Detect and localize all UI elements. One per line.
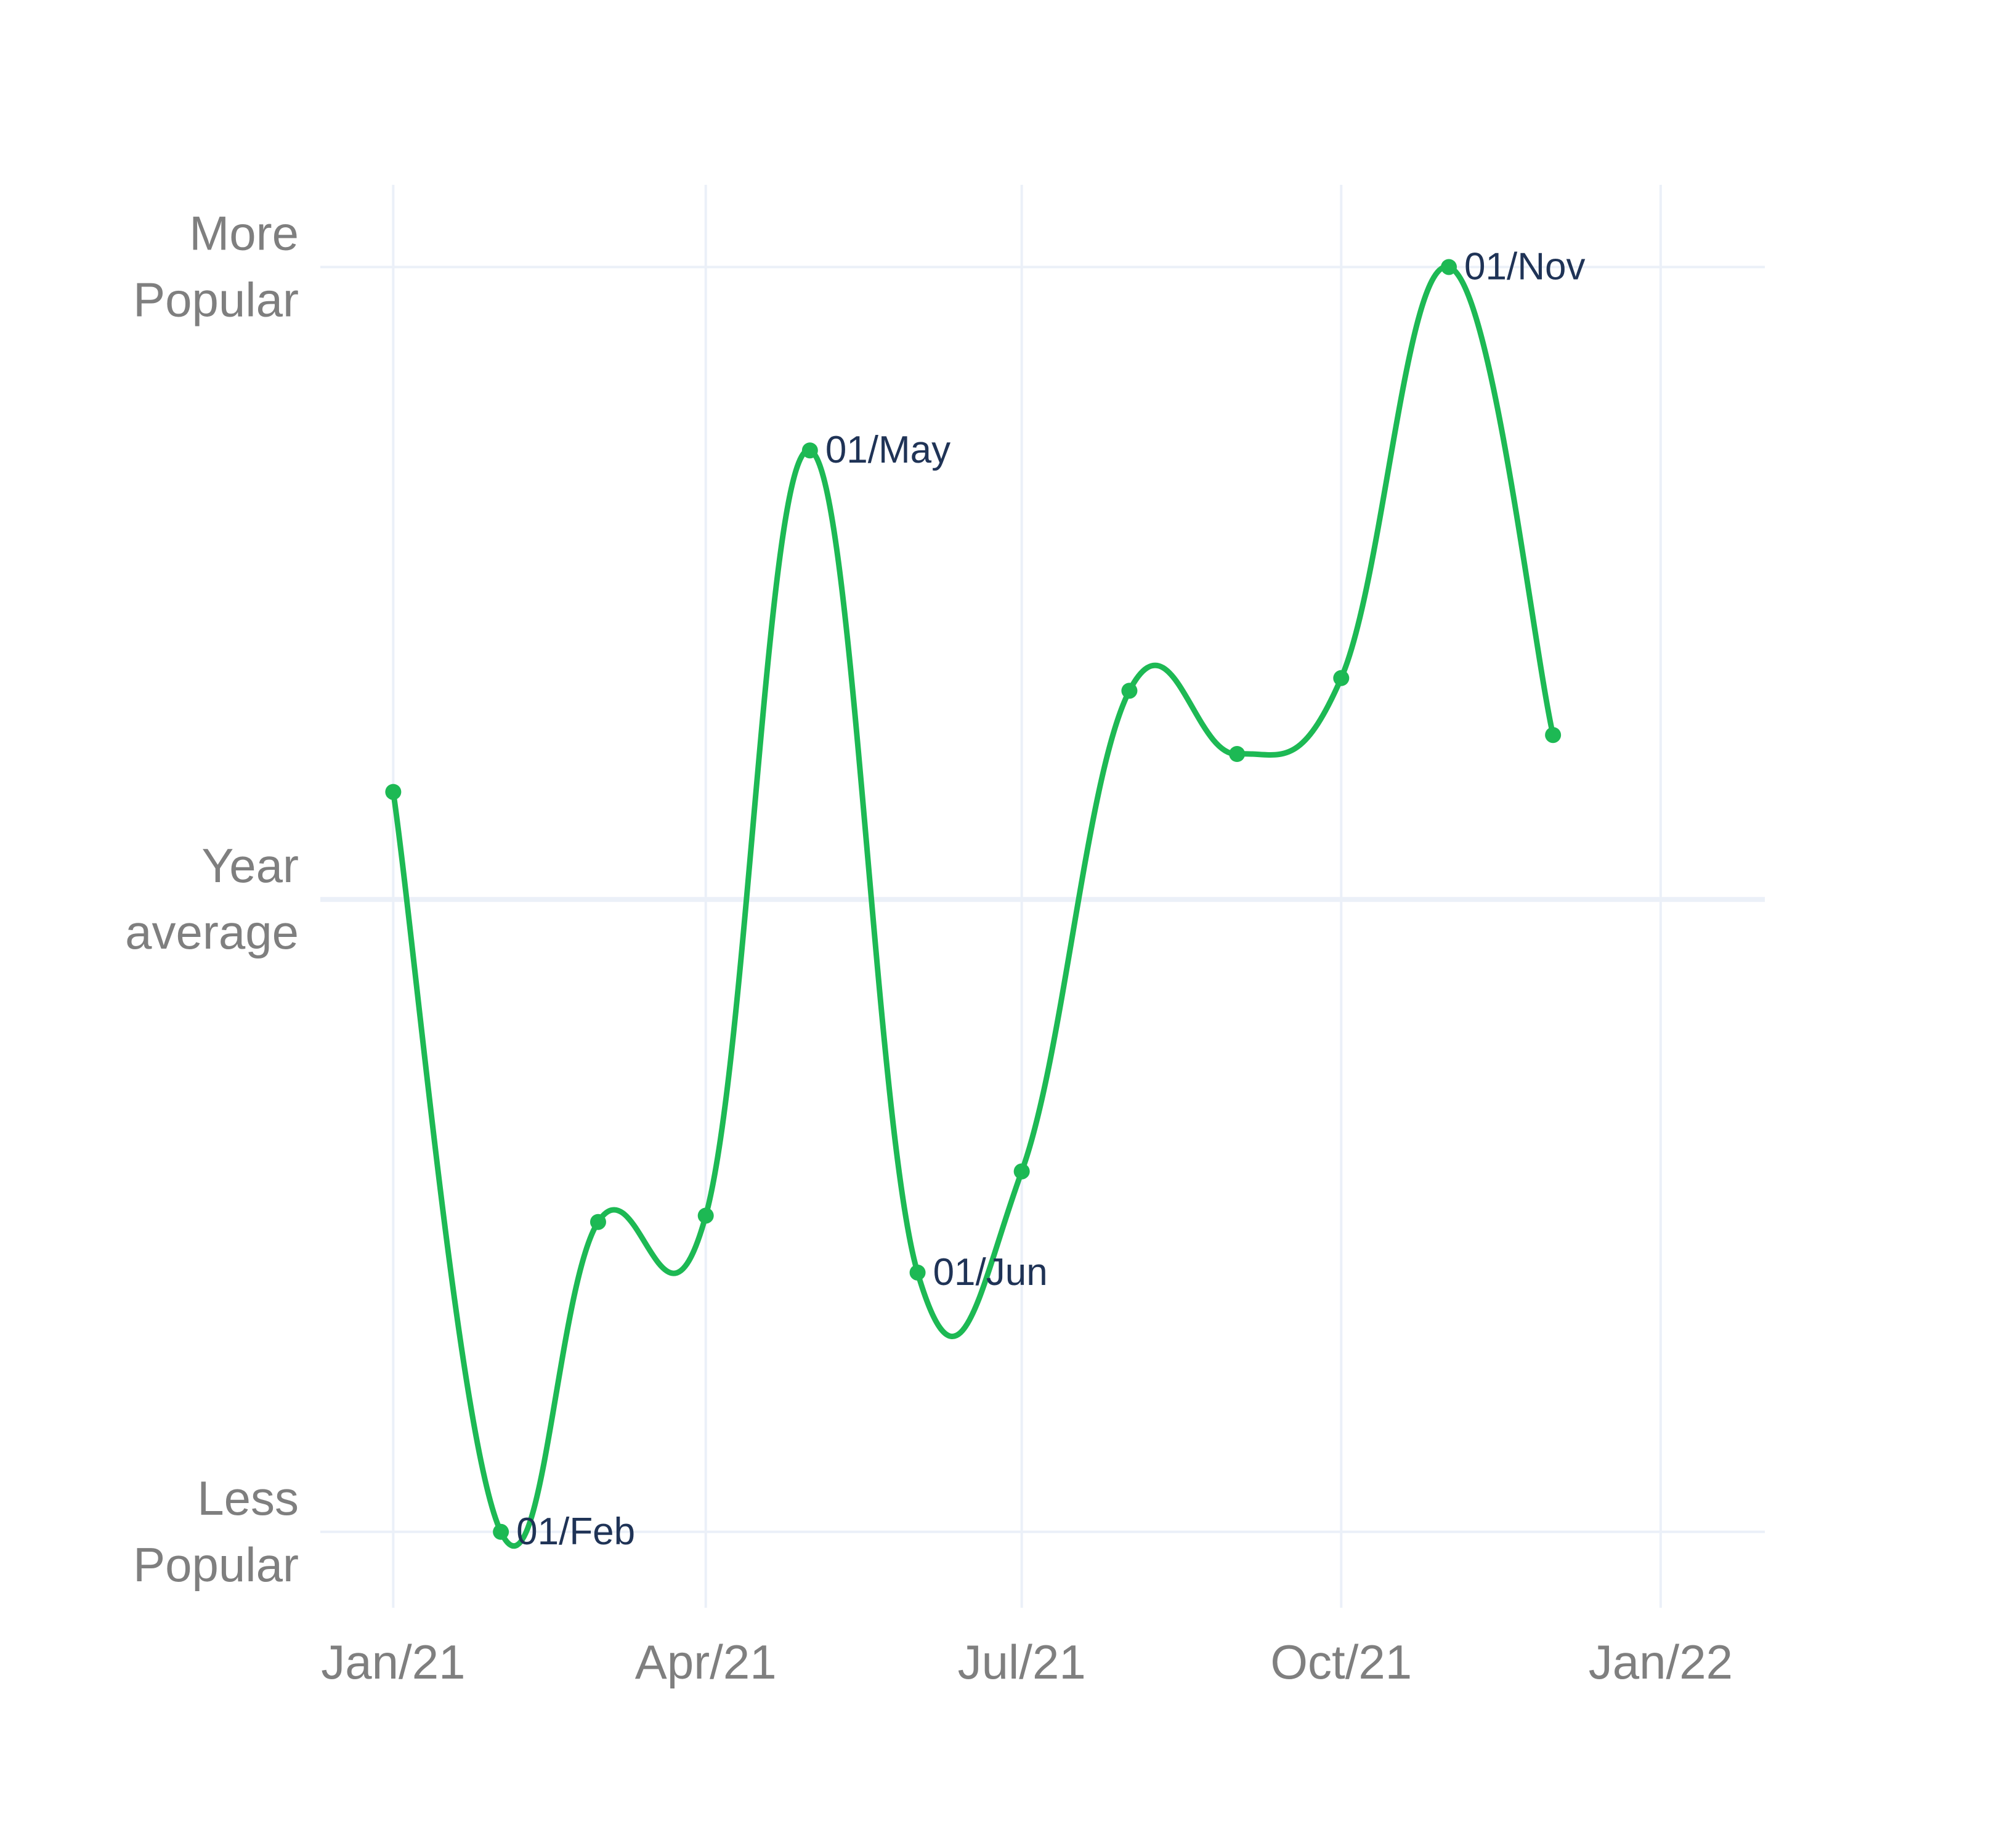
data-point-label: 01/Feb — [516, 1510, 635, 1553]
y-tick-label-line: average — [125, 905, 299, 959]
y-tick-label: Less Popular — [133, 1471, 299, 1592]
data-point-label: 01/Jun — [933, 1251, 1048, 1294]
vertical-gridlines — [392, 185, 1662, 1608]
data-point — [385, 784, 402, 800]
y-tick-label-line: Popular — [133, 272, 299, 326]
series-line — [390, 264, 1556, 1549]
data-point-label: 01/May — [825, 429, 950, 471]
data-point — [1333, 670, 1350, 686]
data-point — [1441, 259, 1457, 275]
x-tick-label: Jan/22 — [1589, 1635, 1733, 1689]
y-tick-label: Year average — [125, 838, 299, 959]
data-point — [1013, 1163, 1030, 1180]
data-point-labels: 01/Feb 01/May 01/Jun 01/Nov — [516, 245, 1585, 1552]
data-point — [909, 1264, 926, 1281]
x-tick-label: Jan/21 — [321, 1635, 465, 1689]
x-tick-label: Oct/21 — [1270, 1635, 1412, 1689]
data-point — [1121, 683, 1138, 699]
x-tick-label: Apr/21 — [635, 1635, 777, 1689]
data-point-label: 01/Nov — [1464, 245, 1585, 288]
horizontal-gridlines — [320, 265, 1765, 1533]
data-point — [493, 1523, 509, 1540]
data-point — [1229, 746, 1246, 762]
y-tick-label-line: Popular — [133, 1538, 299, 1592]
y-axis-tick-labels: Less Popular Year average More Popular — [125, 206, 299, 1591]
x-tick-label: Jul/21 — [958, 1635, 1086, 1689]
data-point — [590, 1214, 606, 1230]
data-point — [1545, 727, 1562, 744]
y-tick-label: More Popular — [133, 206, 299, 326]
x-axis-tick-labels: Jan/21 Apr/21 Jul/21 Oct/21 Jan/22 — [321, 1635, 1733, 1689]
y-tick-label-line: Year — [201, 838, 299, 893]
y-tick-label-line: More — [189, 206, 299, 260]
data-point-markers — [385, 259, 1562, 1540]
data-point — [697, 1207, 714, 1224]
data-point — [801, 442, 818, 459]
y-tick-label-line: Less — [197, 1471, 299, 1525]
